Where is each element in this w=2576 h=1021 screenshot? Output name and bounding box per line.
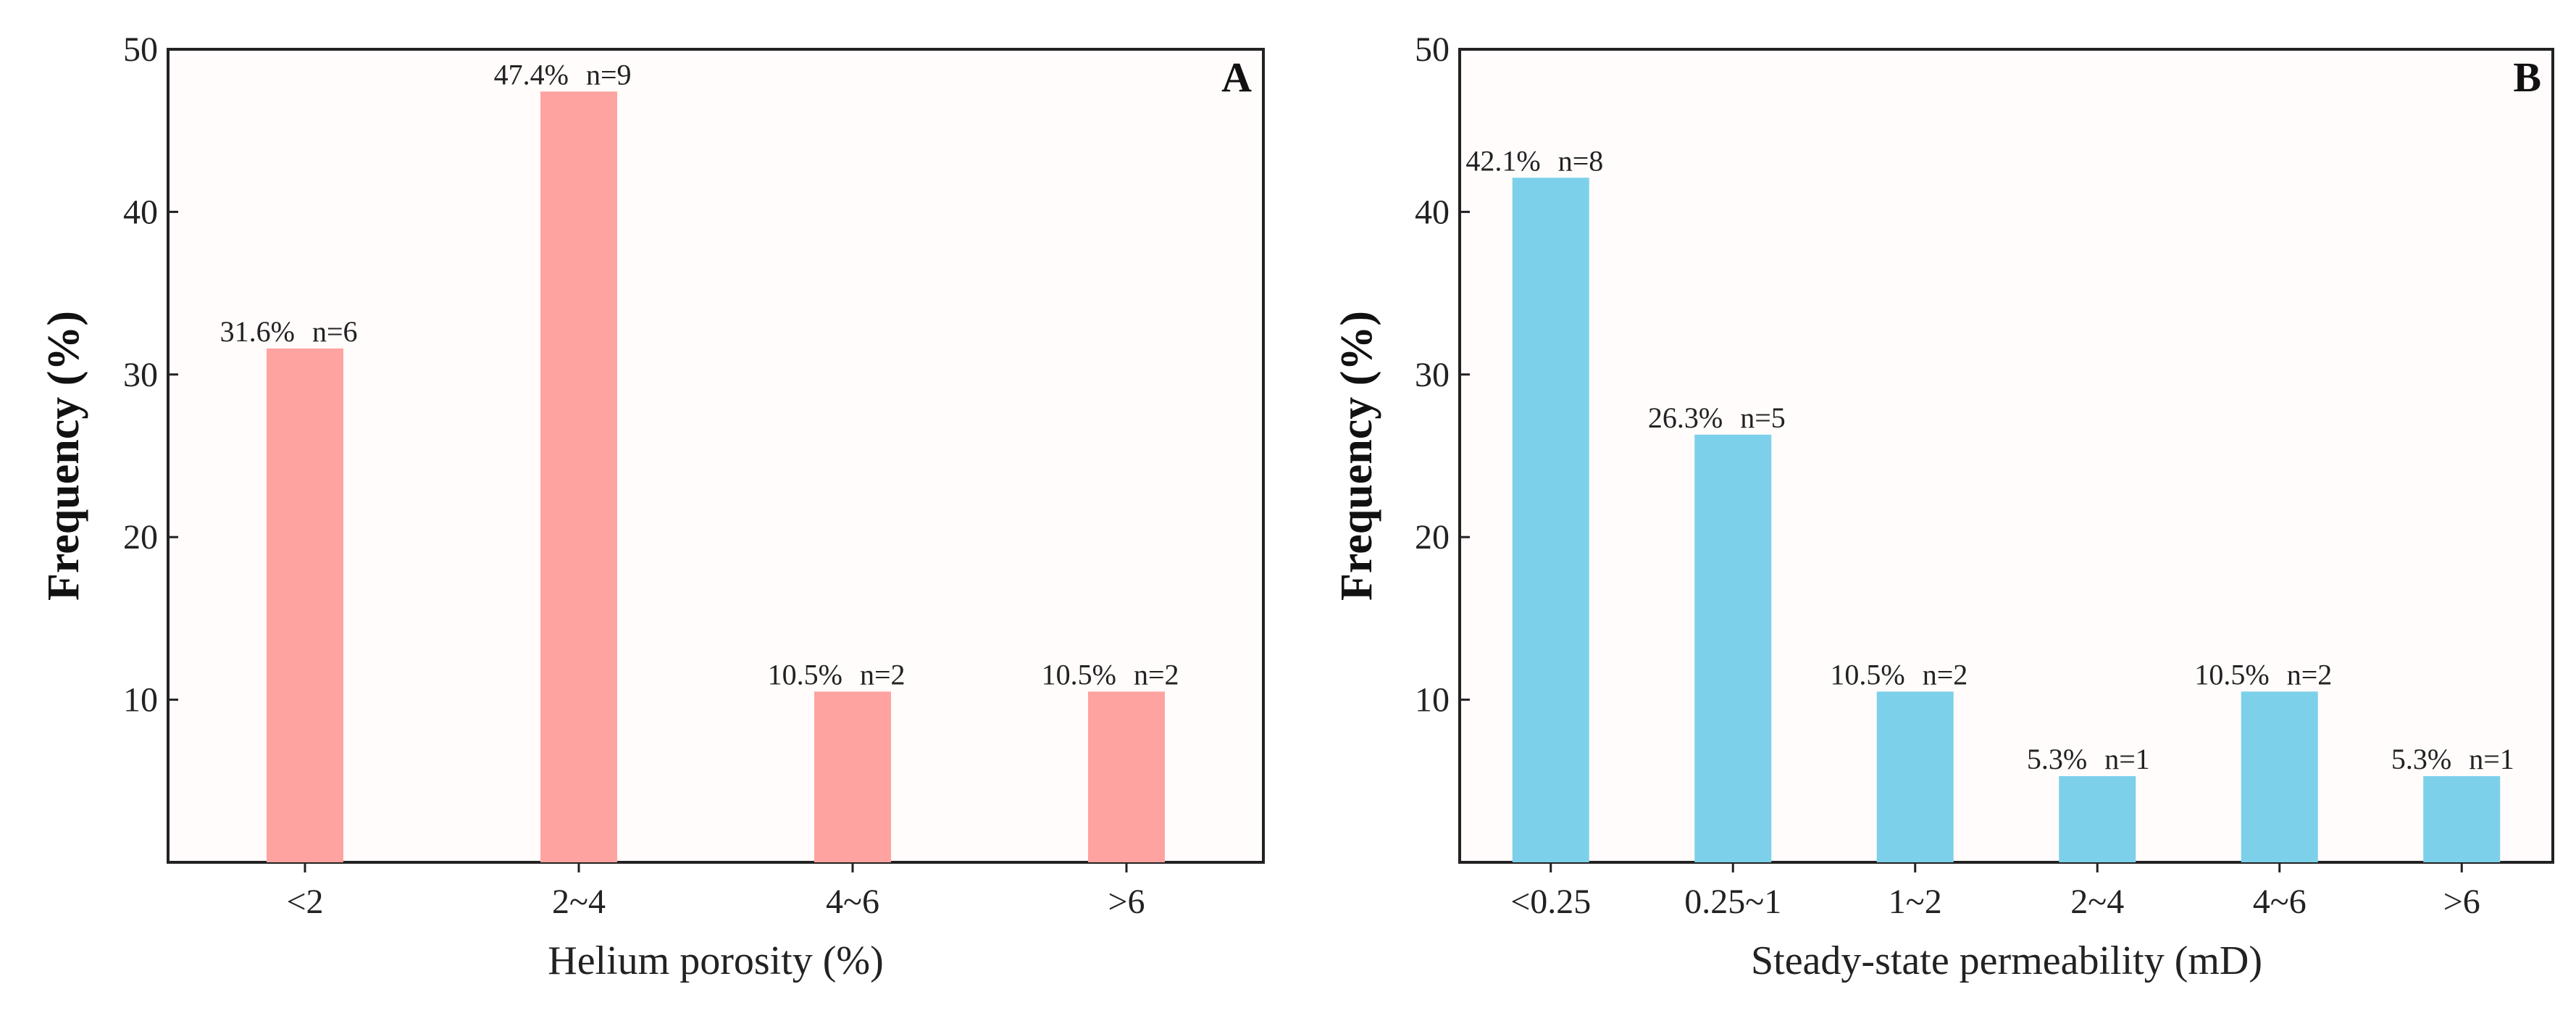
x-tick-label: 2~4: [2070, 883, 2124, 921]
y-tick-label: 10: [1415, 681, 1450, 720]
y-tick-label: 10: [123, 681, 158, 720]
x-axis-a: <2 2~4 4~6 >6: [286, 862, 1145, 921]
bar: [1512, 178, 1589, 862]
x-tick-label: >6: [2443, 883, 2480, 921]
x-tick-label: 4~6: [2253, 883, 2307, 921]
y-tick-label: 30: [1415, 356, 1450, 394]
plot-area-b: [1458, 48, 2554, 864]
bar-value-label: 42.1%: [1465, 144, 1540, 177]
bar-count-label: n=8: [1558, 144, 1604, 177]
x-axis-title-b: Steady-state permeability (mD): [1751, 938, 2262, 983]
y-tick-label: 20: [123, 518, 158, 557]
bar-count-label: n=2: [1134, 658, 1179, 691]
bar-count-label: n=9: [586, 58, 632, 91]
y-axis-b: 10 20 30 40 50: [1415, 30, 1470, 720]
plot-area-a: [167, 48, 1265, 864]
bar: [1694, 434, 1772, 862]
panel-a: 31.6% n=6 47.4% n=9 10.5% n=2 10.5% n=2 10 20 30 4…: [39, 30, 1265, 983]
bar-labels-a: 31.6% n=6 47.4% n=9 10.5% n=2 10.5% n=2: [220, 58, 1179, 691]
bar-value-label: 5.3%: [2391, 743, 2451, 775]
bar-value-label: 26.3%: [1648, 401, 1723, 434]
y-tick-label: 20: [1415, 518, 1450, 557]
bar-value-label: 10.5%: [768, 658, 842, 691]
bar-count-label: n=1: [2104, 743, 2150, 775]
bar: [2241, 691, 2318, 862]
y-tick-label: 40: [1415, 193, 1450, 231]
bar-value-label: 10.5%: [1042, 658, 1116, 691]
y-axis-title-b: Frequency (%): [1332, 311, 1381, 601]
x-axis-b: <0.25 0.25~1 1~2 2~4 4~6 >6: [1510, 862, 2480, 921]
bar-value-label: 31.6%: [220, 315, 295, 348]
y-tick-label: 30: [123, 356, 158, 394]
bar-count-label: n=2: [2287, 658, 2333, 691]
bar: [2423, 776, 2501, 862]
x-tick-label: 2~4: [552, 883, 606, 921]
x-tick-label: <0.25: [1510, 883, 1591, 921]
bar-count-label: n=6: [312, 315, 358, 348]
panel-letter-a: A: [1221, 54, 1252, 101]
bar-count-label: n=1: [2469, 743, 2514, 775]
bar-count-label: n=2: [1923, 658, 1968, 691]
y-axis-title-a: Frequency (%): [39, 311, 88, 601]
bar: [267, 348, 343, 862]
bar-value-label: 10.5%: [2194, 658, 2269, 691]
bars-a: [267, 91, 1165, 863]
bar: [540, 91, 617, 863]
x-tick-label: <2: [286, 883, 323, 921]
bar-count-label: n=5: [1740, 401, 1786, 434]
x-axis-title-a: Helium porosity (%): [548, 938, 883, 983]
y-tick-label: 40: [123, 193, 158, 231]
panel-b: 42.1% n=8 26.3% n=5 10.5% n=2 5.3% n=1 10.5% n=2 5…: [1332, 30, 2554, 983]
bar: [2059, 776, 2136, 862]
x-tick-label: 0.25~1: [1684, 883, 1781, 921]
x-tick-label: 1~2: [1889, 883, 1942, 921]
bar-count-label: n=2: [860, 658, 906, 691]
y-tick-label: 50: [1415, 30, 1450, 69]
panel-letter-b: B: [2513, 54, 2541, 101]
bar-value-label: 5.3%: [2027, 743, 2087, 775]
bar: [814, 691, 891, 862]
x-tick-label: >6: [1108, 883, 1145, 921]
y-axis-a: 10 20 30 40 50: [123, 30, 178, 720]
bars-b: [1512, 178, 2501, 862]
bar-labels-b: 42.1% n=8 26.3% n=5 10.5% n=2 5.3% n=1 10.5% n=2 5…: [1465, 144, 2514, 775]
bar-value-label: 47.4%: [494, 58, 569, 91]
x-tick-label: 4~6: [826, 883, 879, 921]
bar: [1088, 691, 1165, 862]
bar: [1876, 691, 1954, 862]
bar-value-label: 10.5%: [1830, 658, 1904, 691]
y-tick-label: 50: [123, 30, 158, 69]
